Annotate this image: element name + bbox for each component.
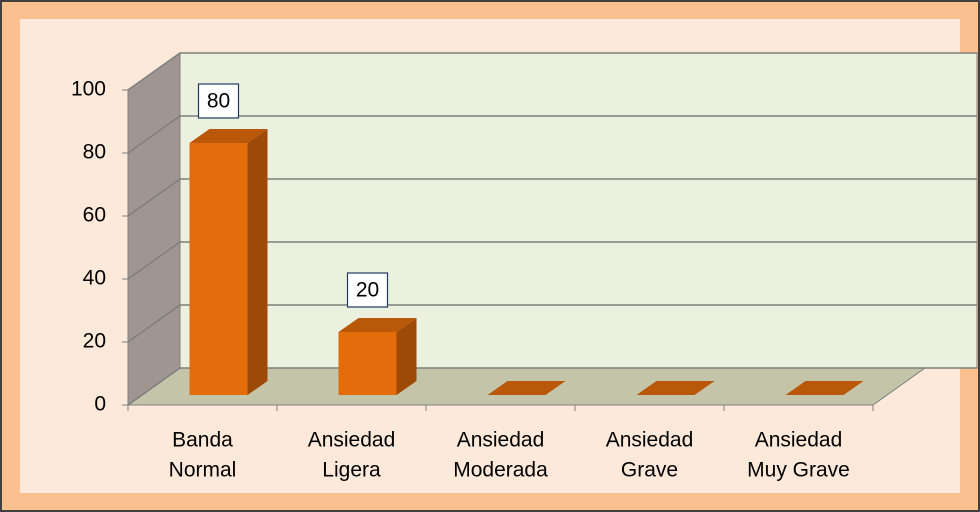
grid-line xyxy=(127,52,181,91)
grid-line xyxy=(127,367,181,406)
data-label: 20 xyxy=(356,279,379,302)
bar-top xyxy=(487,381,566,395)
bar-side xyxy=(396,318,417,395)
grid-line xyxy=(127,241,181,280)
x-tick-label: Moderada xyxy=(453,459,548,482)
x-tick-label: Grave xyxy=(621,459,678,482)
y-tick-label: 80 xyxy=(83,141,106,164)
bar-top xyxy=(338,318,417,332)
y-tick-label: 40 xyxy=(83,267,106,290)
bar-top xyxy=(636,381,715,395)
grid-line xyxy=(127,115,181,154)
x-tick-label: Ansiedad xyxy=(457,429,545,452)
bar xyxy=(785,381,864,395)
bar-top xyxy=(189,129,268,143)
bar-front xyxy=(189,143,248,395)
grid-line xyxy=(127,304,181,343)
back-wall xyxy=(179,52,978,369)
x-tick-label: Normal xyxy=(169,459,237,482)
x-tick-label: Banda xyxy=(172,429,233,452)
x-tick-label: Muy Grave xyxy=(747,459,850,482)
data-label-box xyxy=(197,83,240,119)
bar xyxy=(189,129,268,395)
bar xyxy=(487,381,566,395)
bar xyxy=(636,381,715,395)
data-label: 80 xyxy=(207,90,230,113)
x-tick-label: Ligera xyxy=(322,459,381,482)
bar-side xyxy=(247,129,268,395)
grid-line xyxy=(127,178,181,217)
bar xyxy=(338,318,417,395)
y-tick-label: 20 xyxy=(83,330,106,353)
y-tick-label: 60 xyxy=(83,204,106,227)
x-tick-label: Ansiedad xyxy=(606,429,694,452)
x-tick-label: Ansiedad xyxy=(755,429,843,452)
y-tick-label: 0 xyxy=(94,393,106,416)
y-tick-label: 100 xyxy=(71,78,106,101)
side-wall xyxy=(127,52,181,406)
x-tick-label: Ansiedad xyxy=(308,429,396,452)
bar-top xyxy=(785,381,864,395)
bar-front xyxy=(338,332,397,395)
data-label-box xyxy=(346,272,389,308)
